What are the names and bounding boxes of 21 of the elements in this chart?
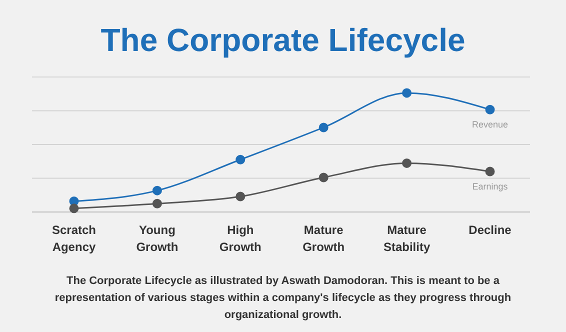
- point: [318, 122, 328, 132]
- x-tick-label: Mature Growth: [302, 223, 345, 254]
- x-tick-label: Decline: [468, 223, 512, 237]
- point: [69, 204, 79, 214]
- point: [485, 166, 495, 176]
- point: [402, 158, 412, 168]
- x-tick-label: Scratch Agency: [52, 223, 96, 254]
- x-tick-label: High Growth: [219, 223, 262, 254]
- series-label: Revenue: [472, 120, 508, 130]
- point: [318, 172, 328, 182]
- point: [152, 186, 162, 196]
- series-label: Earnings: [472, 182, 508, 192]
- x-tick-label: Mature Stability: [383, 223, 430, 254]
- point: [402, 88, 412, 98]
- text: The Corporate Lifecycle as illustrated by Aswath Damodoran. This is meant to be a representation of various stages within a company's lifecycle as they progress through organizational growth.: [54, 274, 512, 323]
- point: [236, 154, 246, 164]
- point: [485, 104, 495, 114]
- x-tick-label: Young Growth: [136, 223, 178, 254]
- point: [152, 198, 162, 208]
- chart-title: The Corporate Lifecycle: [100, 22, 466, 59]
- point: [236, 192, 246, 202]
